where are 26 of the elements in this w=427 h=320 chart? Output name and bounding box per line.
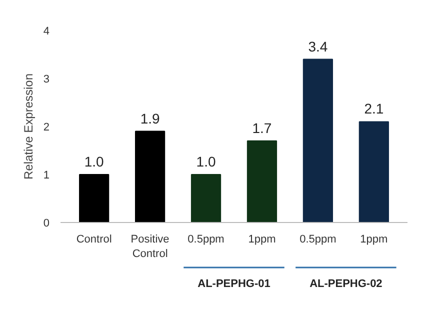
text: AL-PEPHG-02 <box>310 278 382 290</box>
bar <box>134 130 166 222</box>
data-label: 3.4 <box>308 38 328 54</box>
bar <box>79 174 110 222</box>
data-label: 1.7 <box>252 120 272 136</box>
data-label: 1.9 <box>140 110 160 126</box>
x-tick-label: 1ppm <box>360 234 388 246</box>
bar <box>358 121 389 222</box>
data-label: 1.0 <box>84 154 104 170</box>
data-label: 1.0 <box>196 154 216 170</box>
y-tick-label: 3 <box>43 74 50 86</box>
x-tick-label: 0.5ppm <box>300 234 336 246</box>
y-tick-label: 2 <box>43 122 50 134</box>
text: AL-PEPHG-01 <box>198 278 270 290</box>
y-tick-label: 1 <box>43 170 50 182</box>
bar <box>190 174 222 222</box>
x-tick-label: Positive Control <box>130 234 170 260</box>
bar <box>302 58 334 222</box>
x-tick-label: Control <box>76 234 112 246</box>
x-tick-label: 1ppm <box>248 234 276 246</box>
data-label: 2.1 <box>364 100 384 117</box>
x-tick-label: 0.5ppm <box>188 234 224 246</box>
y-axis-title: Relative Expression <box>21 73 36 180</box>
bar <box>246 140 278 222</box>
y-tick-label: 0 <box>43 218 50 230</box>
y-tick-label: 4 <box>43 26 50 38</box>
